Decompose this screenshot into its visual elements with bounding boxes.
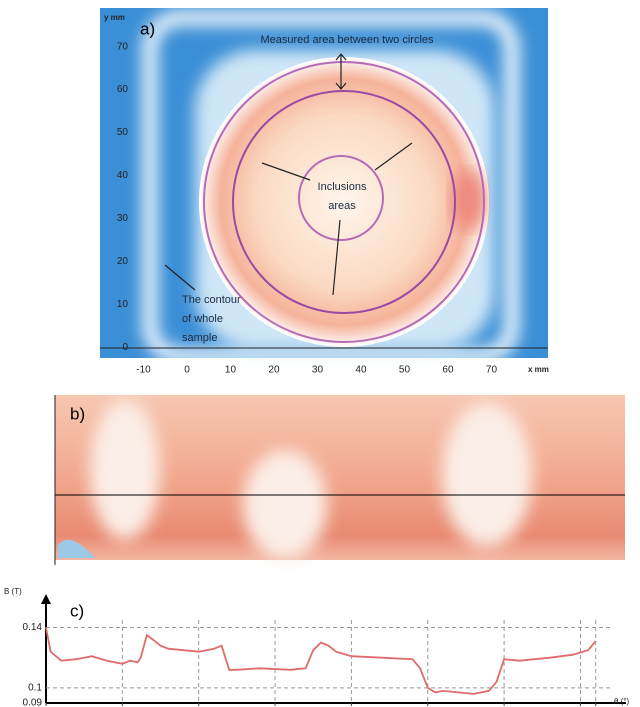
y-tick-label: 0.09 <box>23 698 43 707</box>
annotation: The contour <box>182 294 241 306</box>
annotation: of whole <box>182 313 223 325</box>
panel-c: c) B (T) θ (°) <box>4 587 630 706</box>
annotation: Measured area between two circles <box>260 34 434 46</box>
x-tick-label: 30 <box>312 365 324 376</box>
x-tick-label: 40 <box>355 365 367 376</box>
arrows <box>164 53 413 296</box>
y-tick-label: 20 <box>117 256 129 267</box>
y-axis-label: y mm <box>104 13 125 22</box>
x-tick-label: 0 <box>184 365 190 376</box>
annotation: areas <box>328 200 356 212</box>
y-tick-label: 0.14 <box>23 622 43 633</box>
x-tick-label: 60 <box>442 365 454 376</box>
x-tick-label: 20 <box>268 365 280 376</box>
outer-circle <box>203 61 485 343</box>
y-tick-label: 0 <box>122 342 128 353</box>
x-axis-label: θ (°) <box>614 697 630 706</box>
sample-contour <box>143 11 519 363</box>
panel-label: c) <box>70 601 84 620</box>
x-tick-label: 70 <box>486 365 498 376</box>
inner-circle <box>232 90 456 314</box>
edge <box>58 539 95 558</box>
y-axis-label: B (T) <box>4 587 22 596</box>
y-tick-label: 30 <box>117 213 129 224</box>
annotation: Inclusions <box>318 181 367 193</box>
panel-label: b) <box>70 404 85 423</box>
y-tick-label: 0.1 <box>28 683 42 694</box>
annotation: sample <box>182 332 217 344</box>
x-tick-label: 50 <box>399 365 411 376</box>
hot-spot <box>450 170 486 230</box>
y-tick-label: 10 <box>117 299 129 310</box>
x-tick-label: -10 <box>136 365 151 376</box>
y-tick-label: 60 <box>117 84 129 95</box>
inclusions <box>90 400 532 560</box>
panel-a: a) y mm x mm Measured area between two c… <box>100 8 549 374</box>
panel-label: a) <box>140 19 155 38</box>
center-circle <box>298 155 384 241</box>
x-axis-label: x mm <box>528 365 549 374</box>
arrow <box>41 594 51 604</box>
heat-disk <box>199 57 489 347</box>
x-tick-label: 10 <box>225 365 237 376</box>
y-tick-label: 50 <box>117 127 129 138</box>
y-tick-label: 40 <box>117 170 129 181</box>
panel-b: b) <box>54 395 625 565</box>
y-tick-label: 70 <box>117 41 129 52</box>
data-line <box>45 627 597 695</box>
